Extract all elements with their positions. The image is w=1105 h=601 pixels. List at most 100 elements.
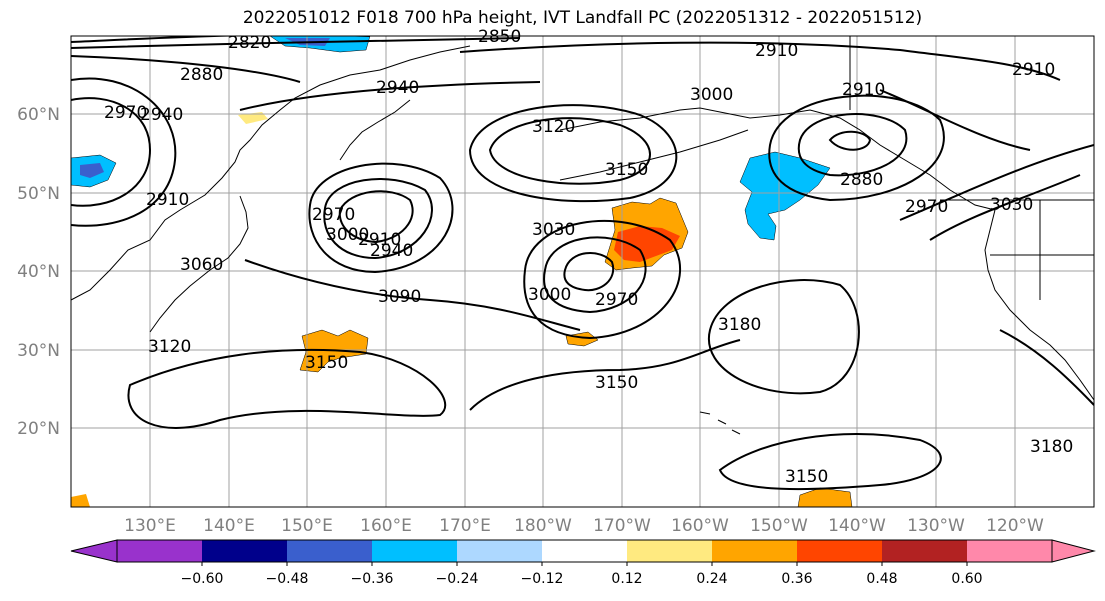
contour-low-west-2 [323,178,433,260]
contour-label: 2910 [146,190,189,210]
contour-3180-east [999,329,1094,406]
lon-label: 170°E [439,516,491,536]
colorbar-tick-label: −0.12 [521,571,564,587]
colorbar-tick-label: −0.36 [351,571,394,587]
lat-labels: 60°N 50°N 40°N 30°N 20°N [17,105,60,439]
lon-label: 120°W [986,516,1044,536]
contour-label: 2940 [140,105,183,125]
coast-na-west [984,209,1094,401]
contour-ring-west2 [71,77,177,227]
pos-ivt-area-sw [71,494,90,507]
contour-low-central-3 [523,220,682,340]
lat-label: 30°N [17,341,60,361]
contour-3180-ring [707,279,860,395]
lon-label: 160°W [671,516,729,536]
coast-aleutians [559,129,749,181]
contour-label: 3060 [180,255,223,275]
ivt-shading [71,36,853,507]
contour-label: 3150 [605,160,648,180]
colorbar-segment [967,540,1052,562]
hawaii-islands [699,411,741,435]
colorbar-segment [542,540,627,562]
contour-label: 3030 [990,195,1033,215]
neg-ivt-core-west [80,163,104,178]
colorbar-segment [797,540,882,562]
contour-label: 2910 [755,41,798,61]
contour-3000-east [879,89,1031,151]
contour-label: 3150 [595,373,638,393]
contour-3030-east [929,174,1081,241]
colorbar-tick-label: 0.60 [951,571,982,587]
contour-label: 3120 [148,337,191,357]
colorbar-tick-label: 0.48 [866,571,897,587]
contour-label: 3000 [528,285,571,305]
contour-label: 2820 [228,33,271,53]
colorbar: −0.60 −0.48 −0.36 −0.24 −0.12 0.12 0.24 … [70,539,1096,587]
contour-high-north [488,117,651,185]
lon-label: 180°W [514,516,572,536]
lon-labels: 130°E 140°E 150°E 160°E 170°E 180°W 170°… [124,516,1044,536]
contour-label: 3150 [305,353,348,373]
colorbar-extend-low [70,539,118,563]
colorbar-segment [287,540,372,562]
colorbar-tick-label: −0.48 [266,571,309,587]
contour-label: 2970 [104,103,147,123]
colorbar-segment [882,540,967,562]
contour-2910-north [459,41,1061,81]
lon-label: 150°W [750,516,808,536]
contour-label: 3000 [326,225,369,245]
contour-label: 2970 [595,290,638,310]
contour-label: 3000 [690,85,733,105]
contour-label-group: 2820 2850 2910 2880 2940 2970 2940 2910 … [104,27,1073,487]
colorbar-segment [457,540,542,562]
lat-label: 50°N [17,184,60,204]
contour-label: 2910 [1012,60,1055,80]
colorbar-segment [117,540,202,562]
contour-3150-central [469,339,741,411]
colorbar-tick-label: 0.36 [781,571,812,587]
contour-label: 3150 [785,467,828,487]
contour-3150-south [127,348,447,429]
colorbar-segment [712,540,797,562]
coast-japan [149,195,249,333]
contour-high-north-2 [468,104,678,203]
coastlines [71,36,1094,435]
contour-label: 2970 [312,205,355,225]
contour-low-central-1 [563,251,615,292]
colorbar-segment [627,540,712,562]
lon-label: 130°E [124,516,176,536]
contour-label: 2850 [478,27,521,47]
contour-low-west-3 [308,162,454,274]
coast-kamchatka [339,99,411,161]
contour-low-west-1 [338,190,414,244]
contour-label: 2940 [376,78,419,98]
height-contours [71,36,1094,491]
contour-label: 3180 [718,315,761,335]
contour-2940-north [239,81,541,111]
graticule [71,36,1094,507]
map-frame [70,35,1095,508]
lon-label: 160°E [360,516,412,536]
lon-label: 140°E [203,516,255,536]
contour-label: 2910 [358,230,401,250]
contour-label: 2880 [180,65,223,85]
pos-ivt-area-kurils [238,112,268,124]
contour-2970-east [899,144,1094,221]
contour-low-central-2 [543,236,647,314]
contour-2850 [71,37,521,49]
pos-ivt-area-south [797,487,853,507]
contour-3150-se [718,433,942,491]
colorbar-tick-label: −0.24 [436,571,479,587]
contour-low-gulf-2 [797,113,908,177]
contour-2820 [71,36,370,43]
contour-low-gulf-1 [828,130,872,151]
contour-2880 [71,55,301,83]
lon-label: 140°W [828,516,886,536]
contour-3090 [244,259,581,331]
colorbar-tick-label: −0.60 [181,571,224,587]
contour-low-gulf-3 [768,94,945,202]
lat-label: 40°N [17,262,60,282]
coast-asia [71,45,471,301]
colorbar-segment [202,540,287,562]
